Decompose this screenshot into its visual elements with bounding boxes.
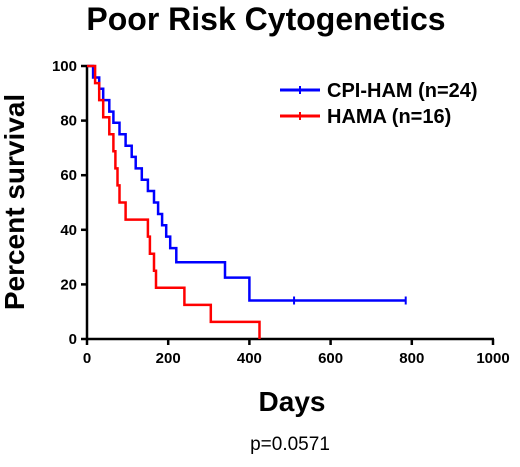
x-tick-label: 200 xyxy=(156,350,181,367)
y-tick-label: 20 xyxy=(60,276,77,293)
chart-title: Poor Risk Cytogenetics xyxy=(86,1,445,37)
x-tick-label: 800 xyxy=(399,350,424,367)
y-tick-label: 100 xyxy=(52,58,77,75)
x-tick-label: 400 xyxy=(237,350,262,367)
y-tick-label: 0 xyxy=(69,331,77,348)
x-tick-label: 1000 xyxy=(476,350,509,367)
y-tick-label: 40 xyxy=(60,222,77,239)
x-tick-label: 600 xyxy=(318,350,343,367)
y-axis-label: Percent survival xyxy=(0,94,30,310)
p-value-annotation: p=0.0571 xyxy=(250,434,330,455)
x-tick-label: 0 xyxy=(83,350,91,367)
legend-label-0: CPI-HAM (n=24) xyxy=(327,80,478,102)
series-line-1 xyxy=(87,64,261,339)
legend: CPI-HAM (n=24) HAMA (n=16) xyxy=(280,80,478,128)
series-layer xyxy=(87,64,407,339)
y-tick-label: 60 xyxy=(60,167,77,184)
series-line-0 xyxy=(87,64,406,302)
x-axis-label: Days xyxy=(259,386,326,417)
y-tick-label: 80 xyxy=(60,113,77,130)
legend-label-1: HAMA (n=16) xyxy=(327,106,451,128)
